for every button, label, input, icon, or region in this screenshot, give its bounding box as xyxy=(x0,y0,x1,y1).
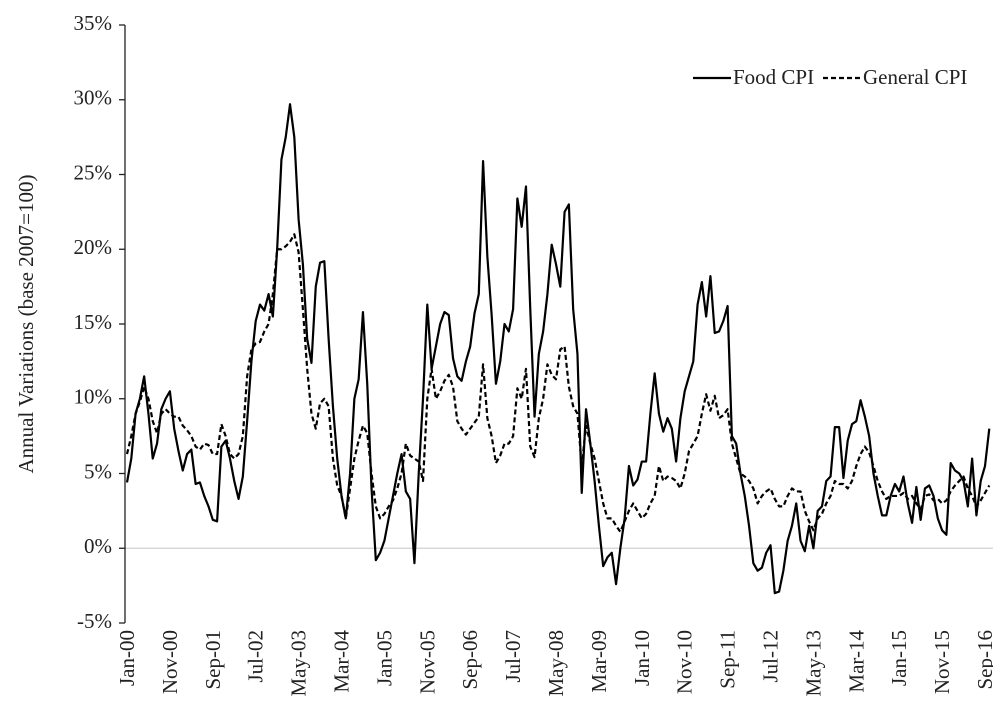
y-tick-label: 35% xyxy=(74,11,113,35)
legend-label: General CPI xyxy=(863,65,967,89)
x-tick-label: May-13 xyxy=(801,630,825,697)
x-tick-label: Sep-06 xyxy=(458,630,482,690)
x-tick-label: Nov-05 xyxy=(415,630,439,694)
series-line xyxy=(125,103,991,595)
x-tick-label: Jan-00 xyxy=(115,630,139,686)
x-tick-label: Sep-01 xyxy=(201,630,225,690)
y-tick-label: 5% xyxy=(84,459,112,483)
x-tick-label: May-03 xyxy=(287,630,311,697)
x-tick-label: Mar-04 xyxy=(330,630,354,693)
x-tick-label: Nov-00 xyxy=(158,630,182,694)
legend-label: Food CPI xyxy=(733,65,814,89)
y-tick-label: 0% xyxy=(84,534,112,558)
x-tick-label: Jul-12 xyxy=(759,630,783,683)
x-tick-label: Mar-09 xyxy=(587,630,611,693)
x-tick-label: Jul-07 xyxy=(501,630,525,683)
x-tick-label: Sep-11 xyxy=(716,630,740,689)
x-tick-label: Jan-15 xyxy=(887,630,911,686)
x-tick-label: Nov-15 xyxy=(930,630,954,694)
series-line xyxy=(125,233,991,533)
y-tick-label: 20% xyxy=(74,235,113,259)
x-tick-label: Jul-02 xyxy=(244,630,268,683)
x-tick-label: Jan-10 xyxy=(630,630,654,686)
y-tick-label: 30% xyxy=(74,86,113,110)
x-tick-label: Mar-14 xyxy=(844,630,868,693)
y-axis-title: Annual Variations (base 2007=100) xyxy=(14,175,38,474)
x-tick-label: Sep-16 xyxy=(973,630,993,690)
y-tick-label: 15% xyxy=(74,310,113,334)
y-tick-label: -5% xyxy=(77,609,112,633)
x-tick-label: May-08 xyxy=(544,630,568,697)
y-tick-label: 25% xyxy=(74,160,113,184)
x-tick-label: Nov-10 xyxy=(673,630,697,694)
x-tick-label: Jan-05 xyxy=(372,630,396,686)
y-tick-label: 10% xyxy=(74,385,113,409)
